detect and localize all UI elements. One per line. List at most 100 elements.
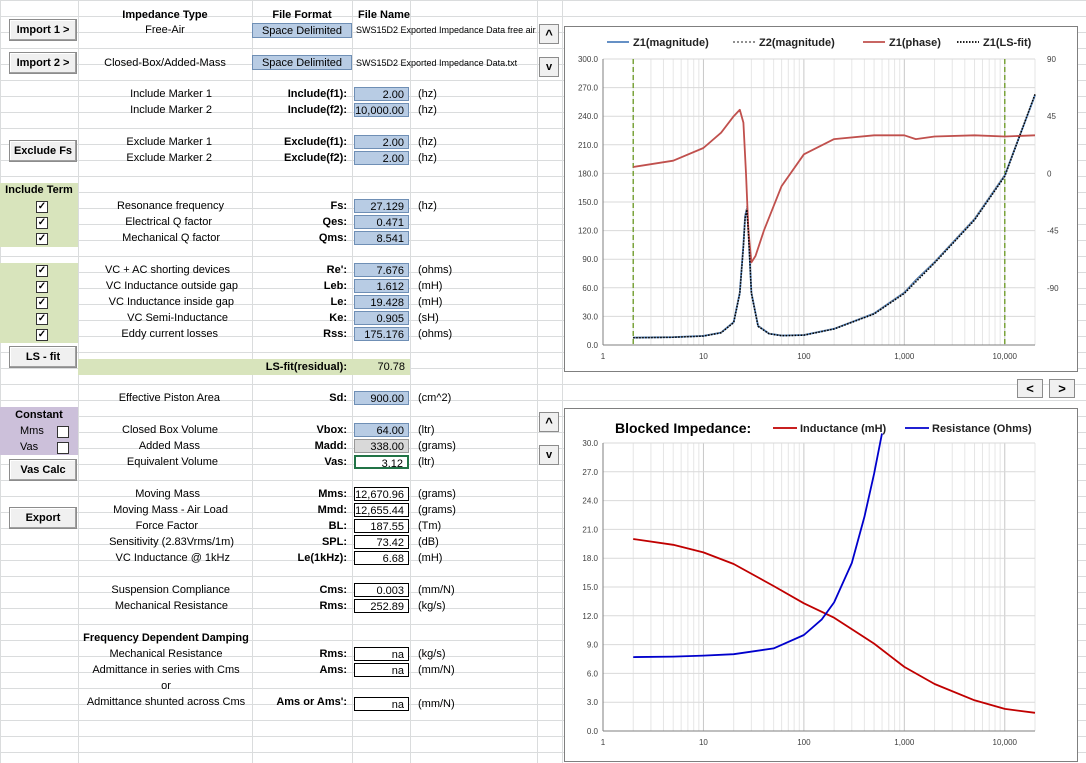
y-tick-label: 120.0: [578, 227, 599, 236]
constant-mms-checkbox[interactable]: [57, 426, 69, 438]
x-tick-label: 1,000: [894, 738, 915, 747]
legend-label: Z1(magnitude): [633, 37, 709, 49]
equivalent-volume-param: Vas:: [324, 456, 347, 468]
y-tick-label: 9.0: [587, 641, 599, 650]
qes-checkbox[interactable]: ✓: [36, 217, 48, 229]
legend-label: Z2(magnitude): [759, 37, 835, 49]
y-tick-label: 150.0: [578, 198, 599, 207]
import-2-file: SWS15D2 Exported Impedance Data.txt: [356, 58, 518, 68]
fdd-rms-param: Rms:: [319, 648, 347, 660]
le-checkbox[interactable]: ✓: [36, 297, 48, 309]
params-scroll-down-button[interactable]: v: [539, 445, 559, 465]
series-line-z1-phase: [633, 108, 1036, 264]
x-tick-label: 10: [699, 738, 708, 747]
file-scroll-down-button[interactable]: v: [539, 57, 559, 77]
ke-value[interactable]: 0.905: [354, 311, 409, 325]
re-param: Re':: [326, 264, 347, 276]
qes-value[interactable]: 0.471: [354, 215, 409, 229]
force-factor-label: Force Factor: [135, 520, 198, 532]
series-line-inductance-mh: [633, 538, 1036, 714]
exclude-marker-2-param: Exclude(f2):: [284, 152, 347, 164]
le-unit: (mH): [418, 296, 443, 308]
blocked-impedance-chart: 0.0 3.0 6.0 9.0 12.0 15.0 18.0 21.0 24.0 27.0 30.0…: [564, 408, 1078, 762]
ls-fit-value: 70.78: [377, 361, 405, 373]
include-marker-2-param: Include(f2):: [287, 104, 347, 116]
fs-checkbox[interactable]: ✓: [36, 201, 48, 213]
y-tick-label: 210.0: [578, 141, 599, 150]
include-marker-1-value[interactable]: 2.00: [354, 87, 409, 101]
exclude-marker-1-unit: (hz): [418, 136, 437, 148]
header-impedance-type: Impedance Type: [122, 9, 208, 21]
rss-value[interactable]: 175.176: [354, 327, 409, 341]
include-term-label: Include Term: [5, 184, 73, 196]
blocked-impedance-chart-svg: 0.0 3.0 6.0 9.0 12.0 15.0 18.0 21.0 24.0 27.0 30.0…: [582, 420, 1036, 747]
moving-mass-air-param: Mmd:: [317, 504, 347, 516]
qms-checkbox[interactable]: ✓: [36, 233, 48, 245]
import-2-button[interactable]: Import 2 >: [9, 52, 77, 74]
impedance-chart-svg: 0.0 30.0 60.0 90.0 120.0 150.0 180.0 210.0 240.0…: [578, 37, 1059, 361]
params-scroll-up-button[interactable]: ^: [539, 412, 559, 432]
import-2-format[interactable]: Space Delimited: [252, 55, 352, 70]
fdd-ams-param: Ams:: [319, 664, 347, 676]
sensitivity-value: 73.42: [354, 535, 409, 549]
fdd-ams-shunt-value: na: [354, 697, 409, 711]
constant-title: Constant: [15, 409, 63, 421]
piston-area-label: Effective Piston Area: [118, 392, 220, 404]
chart-title: Blocked Impedance:: [615, 420, 751, 436]
constant-mms-label: Mms: [20, 425, 44, 437]
qms-value[interactable]: 8.541: [354, 231, 409, 245]
re-unit: (ohms): [418, 264, 453, 276]
exclude-marker-2-value[interactable]: 2.00: [354, 151, 409, 165]
chart-prev-button[interactable]: <: [1017, 379, 1043, 398]
import-1-button[interactable]: Import 1 >: [9, 19, 77, 41]
fdd-ams-shunt-unit: (mm/N): [418, 698, 455, 710]
file-scroll-up-button[interactable]: ^: [539, 24, 559, 44]
equivalent-volume-value[interactable]: 3.12: [354, 455, 409, 470]
mechanical-resistance-label: Mechanical Resistance: [114, 600, 228, 612]
moving-mass-air-unit: (grams): [418, 504, 456, 516]
leb-value[interactable]: 1.612: [354, 279, 409, 293]
ls-fit-row: [78, 359, 410, 375]
include-marker-1-param: Include(f1):: [287, 88, 347, 100]
rss-checkbox[interactable]: ✓: [36, 329, 48, 341]
fdd-rms-label: Mechanical Resistance: [109, 648, 223, 660]
ls-fit-button[interactable]: LS - fit: [9, 346, 77, 368]
y2-tick-label: -90: [1047, 284, 1059, 293]
le-value[interactable]: 19.428: [354, 295, 409, 309]
piston-area-value[interactable]: 900.00: [354, 391, 409, 405]
fs-unit: (hz): [418, 200, 437, 212]
re-value[interactable]: 7.676: [354, 263, 409, 277]
fdd-ams-unit: (mm/N): [418, 664, 455, 676]
exclude-marker-1-param: Exclude(f1):: [284, 136, 347, 148]
y-tick-label: 30.0: [582, 312, 598, 321]
include-marker-1-label: Include Marker 1: [130, 88, 212, 100]
moving-mass-air-value: 12,655.44: [354, 503, 409, 517]
suspension-compliance-label: Suspension Compliance: [111, 584, 230, 596]
fs-value[interactable]: 27.129: [354, 199, 409, 213]
exclude-marker-1-label: Exclude Marker 1: [126, 136, 212, 148]
include-marker-2-value[interactable]: 10,000.00: [354, 103, 409, 117]
ke-checkbox[interactable]: ✓: [36, 313, 48, 325]
fdd-ams-label: Admittance in series with Cms: [92, 664, 240, 676]
exclude-fs-button[interactable]: Exclude Fs: [9, 140, 77, 162]
vas-calc-button[interactable]: Vas Calc: [9, 459, 77, 481]
added-mass-value[interactable]: 338.00: [354, 439, 409, 453]
constant-vas-checkbox[interactable]: [57, 442, 69, 454]
export-button[interactable]: Export: [9, 507, 77, 529]
y2-tick-label: 45: [1047, 112, 1056, 121]
mechanical-resistance-value: 252.89: [354, 599, 409, 613]
y-tick-label: 6.0: [587, 669, 599, 678]
chart-next-button[interactable]: >: [1049, 379, 1075, 398]
leb-param: Leb:: [323, 280, 347, 292]
re-checkbox[interactable]: ✓: [36, 265, 48, 277]
le-label: VC Inductance inside gap: [108, 296, 234, 308]
le-1khz-unit: (mH): [418, 552, 443, 564]
series-line-z1-ls-fit: [633, 94, 1036, 339]
exclude-marker-1-value[interactable]: 2.00: [354, 135, 409, 149]
leb-checkbox[interactable]: ✓: [36, 281, 48, 293]
rss-unit: (ohms): [418, 328, 453, 340]
ke-label: VC Semi-Inductance: [127, 312, 228, 324]
box-volume-value[interactable]: 64.00: [354, 423, 409, 437]
legend-label: Z1(phase): [889, 37, 941, 49]
import-1-format[interactable]: Space Delimited: [252, 23, 352, 38]
